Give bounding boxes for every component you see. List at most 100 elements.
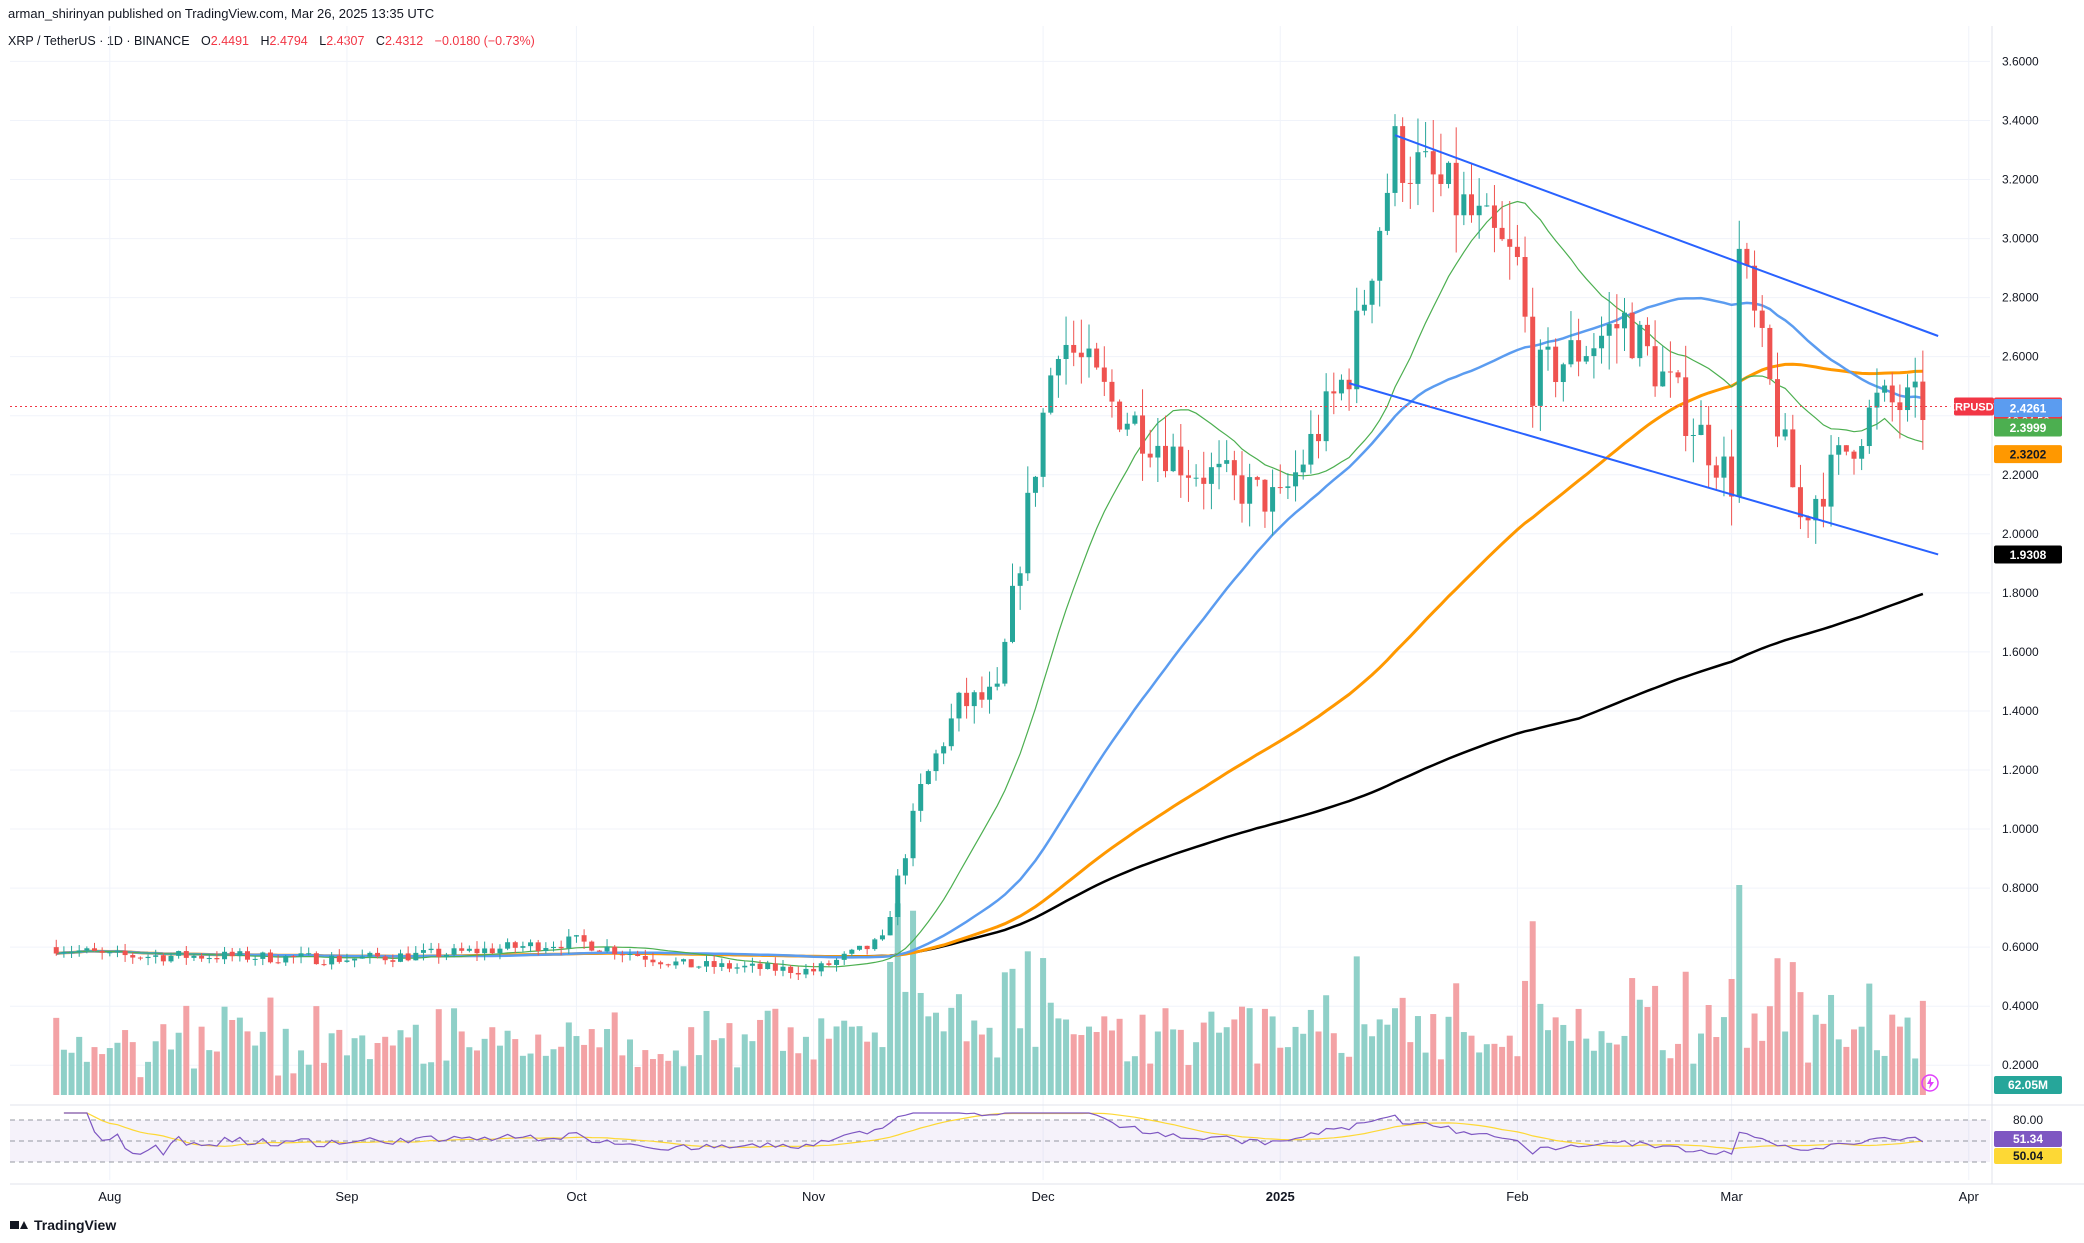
candle-body <box>818 963 824 972</box>
volume-bar <box>68 1052 75 1095</box>
volume-bar <box>1590 1050 1597 1095</box>
candle-body <box>359 956 365 959</box>
volume-bar <box>229 1019 236 1095</box>
volume-bar <box>802 1036 809 1095</box>
volume-bar <box>703 1010 710 1095</box>
volume-bar <box>833 1026 840 1095</box>
candle-body <box>1874 392 1880 408</box>
volume-bar <box>1552 1017 1559 1095</box>
tradingview-brand[interactable]: TradingView <box>10 1217 116 1233</box>
candle-body <box>1545 346 1551 350</box>
candle-body <box>1828 454 1834 507</box>
symbol-line[interactable]: XRP / TetherUS · 1D · BINANCE <box>8 34 190 48</box>
volume-bar <box>53 1017 60 1095</box>
candle-body <box>199 955 205 959</box>
y-tick-label: 1.0000 <box>2002 822 2039 836</box>
rsi-ma-tag-bg <box>1994 1148 2062 1165</box>
rsi-value-tag-bg <box>1994 1131 2062 1148</box>
candle-body <box>1201 477 1207 484</box>
volume-bar <box>611 1012 618 1095</box>
candle-body <box>428 948 434 951</box>
volume-bar <box>1086 1026 1092 1095</box>
volume-bar <box>1422 1052 1429 1095</box>
candle-body <box>1851 451 1857 459</box>
candle-body <box>1537 349 1543 406</box>
candle-body <box>849 949 855 954</box>
candle-body <box>895 875 901 918</box>
ma-200-tag-bg <box>1994 545 2062 564</box>
volume-bar <box>948 1007 955 1095</box>
volume-bar <box>1300 1033 1307 1095</box>
lightning-icon-ring <box>1921 1074 1939 1092</box>
upper-trendline <box>1394 134 1939 337</box>
candle-body <box>1277 487 1283 489</box>
candle-body <box>214 958 220 960</box>
lower-trendline <box>1348 382 1939 556</box>
volume-bar <box>412 1024 419 1095</box>
volume-bar <box>1430 1014 1437 1095</box>
volume-bar <box>321 1062 327 1095</box>
volume-bar <box>504 1030 511 1095</box>
volume-bar <box>76 1036 83 1095</box>
candle-body <box>964 692 970 707</box>
volume-bar <box>259 1031 266 1095</box>
candle-body <box>61 952 67 954</box>
tradingview-logo-icon <box>10 1219 28 1231</box>
volume-bar <box>757 1019 764 1095</box>
volume-bar <box>841 1020 848 1095</box>
candle-body <box>1124 423 1130 430</box>
volume-bar <box>527 1053 534 1095</box>
volume-bar <box>267 997 274 1095</box>
volume-bar <box>1231 1019 1238 1095</box>
volume-bar <box>1476 1052 1483 1095</box>
candle-body <box>1446 162 1452 184</box>
volume-bar <box>1239 1006 1245 1095</box>
candle-body <box>153 955 159 957</box>
candle-body <box>306 953 312 955</box>
candle-body <box>1453 162 1459 216</box>
candle-body <box>925 771 931 785</box>
volume-bar <box>1782 1031 1789 1095</box>
volume-bar <box>1116 1018 1123 1095</box>
volume-bar <box>1277 1047 1284 1095</box>
y-tick-label: 0.8000 <box>2002 881 2039 895</box>
candle-body <box>1514 246 1520 258</box>
candle-body <box>772 963 778 971</box>
candle-body <box>1476 205 1482 216</box>
volume-bar <box>1131 1056 1138 1095</box>
volume-bar <box>114 1042 121 1095</box>
volume-bar <box>1491 1043 1498 1095</box>
candle-body <box>1652 346 1658 387</box>
candle-body <box>267 952 273 963</box>
candle-body <box>1767 327 1773 380</box>
volume-bar <box>1414 1016 1421 1095</box>
candle-body <box>918 784 924 811</box>
candle-body <box>1882 385 1888 393</box>
volume-bar <box>1261 1008 1268 1095</box>
candle-body <box>1430 151 1436 175</box>
candle-body <box>1698 424 1704 436</box>
symbol-tag: XRPUSDT <box>1948 402 2001 414</box>
volume-bar <box>1789 962 1796 1095</box>
candle-body <box>1132 415 1138 424</box>
volume-bar <box>1843 1046 1850 1095</box>
candle-body <box>719 963 725 967</box>
ma-50-tag-bg <box>1994 399 2062 418</box>
candle-body <box>971 692 977 707</box>
candle-body <box>1086 348 1092 358</box>
candle-body <box>1354 310 1360 390</box>
volume-bar <box>1124 1061 1131 1095</box>
author-name[interactable]: arman_shirinyan <box>8 6 105 21</box>
volume-bar <box>1575 1008 1582 1095</box>
candle-body <box>1270 487 1276 512</box>
y-tick-label: 1.8000 <box>2002 586 2039 600</box>
candle-body <box>1163 445 1168 472</box>
volume-bar <box>795 1053 802 1095</box>
ma-100-tag: 2.3202 <box>2010 448 2047 462</box>
candle-body <box>69 951 75 953</box>
volume-bar <box>1698 1033 1704 1095</box>
candle-body <box>321 964 327 966</box>
candle-body <box>1905 387 1911 411</box>
volume-bar <box>619 1055 626 1095</box>
